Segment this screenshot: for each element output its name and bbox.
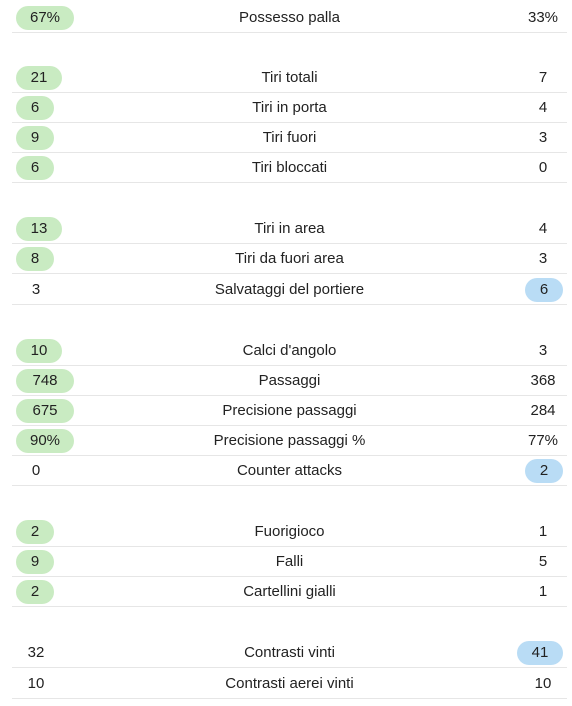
home-value: 8 xyxy=(16,247,54,271)
home-value: 9 xyxy=(16,126,54,150)
stat-row-yellow-cards: 2 Cartellini gialli 1 xyxy=(12,577,567,607)
home-value: 10 xyxy=(27,675,45,692)
stat-label: Precisione passaggi xyxy=(222,402,357,419)
home-value: 9 xyxy=(16,550,54,574)
stat-row-tackles-won: 32 Contrasti vinti 41 xyxy=(12,638,567,668)
stat-row-shots-in-box: 13 Tiri in area 4 xyxy=(12,214,567,244)
stat-label: Contrasti vinti xyxy=(244,644,335,661)
away-value: 6 xyxy=(525,278,563,302)
home-value: 2 xyxy=(16,520,54,544)
away-value: 3 xyxy=(538,129,548,146)
away-value: 1 xyxy=(538,523,548,540)
stat-row-accurate-passes: 675 Precisione passaggi 284 xyxy=(12,396,567,426)
stat-row-passes: 748 Passaggi 368 xyxy=(12,366,567,396)
home-value: 0 xyxy=(31,462,41,479)
away-value: 0 xyxy=(538,159,548,176)
away-value: 33% xyxy=(527,9,559,26)
away-value: 3 xyxy=(538,342,548,359)
away-value: 5 xyxy=(538,553,548,570)
stat-label: Counter attacks xyxy=(236,462,343,479)
away-value: 41 xyxy=(517,641,563,665)
away-value: 2 xyxy=(525,459,563,483)
home-value: 2 xyxy=(16,580,54,604)
home-value: 748 xyxy=(16,369,74,393)
stat-row-aerial-duels-won: 10 Contrasti aerei vinti 10 xyxy=(12,669,567,699)
home-value: 13 xyxy=(16,217,62,241)
stat-label: Passaggi xyxy=(258,372,321,389)
stat-row-possession: 67% Possesso palla 33% xyxy=(12,3,567,33)
stat-label: Tiri totali xyxy=(261,69,318,86)
away-value: 1 xyxy=(538,583,548,600)
stat-row-offsides: 2 Fuorigioco 1 xyxy=(12,517,567,547)
home-value: 32 xyxy=(27,644,45,661)
away-value: 77% xyxy=(527,432,559,449)
stat-label: Calci d'angolo xyxy=(242,342,337,359)
stat-label: Contrasti aerei vinti xyxy=(225,675,354,692)
away-value: 4 xyxy=(538,220,548,237)
stat-row-shots-on-target: 6 Tiri in porta 4 xyxy=(12,93,567,123)
stat-row-blocked-shots: 6 Tiri bloccati 0 xyxy=(12,153,567,183)
stat-label: Cartellini gialli xyxy=(243,583,336,600)
home-value: 6 xyxy=(16,96,54,120)
home-value: 10 xyxy=(16,339,62,363)
stat-row-fouls: 9 Falli 5 xyxy=(12,547,567,577)
away-value: 368 xyxy=(530,372,556,389)
home-value: 6 xyxy=(16,156,54,180)
stat-label: Tiri fuori xyxy=(262,129,317,146)
home-value: 675 xyxy=(16,399,74,423)
away-value: 4 xyxy=(538,99,548,116)
home-value: 90% xyxy=(16,429,74,453)
stat-row-total-shots: 21 Tiri totali 7 xyxy=(12,63,567,93)
away-value: 3 xyxy=(538,250,548,267)
stat-label: Salvataggi del portiere xyxy=(214,281,365,298)
stat-label: Possesso palla xyxy=(239,9,340,26)
stat-row-counter-attacks: 0 Counter attacks 2 xyxy=(12,456,567,486)
stat-row-shots-outside-box: 8 Tiri da fuori area 3 xyxy=(12,244,567,274)
away-value: 284 xyxy=(530,402,556,419)
stat-row-corners: 10 Calci d'angolo 3 xyxy=(12,336,567,366)
away-value: 10 xyxy=(534,675,552,692)
stat-label: Precisione passaggi % xyxy=(213,432,366,449)
home-value: 3 xyxy=(31,281,41,298)
stat-label: Falli xyxy=(275,553,304,570)
stat-label: Fuorigioco xyxy=(254,523,325,540)
stat-row-pass-accuracy-pct: 90% Precisione passaggi % 77% xyxy=(12,426,567,456)
stat-row-goalkeeper-saves: 3 Salvataggi del portiere 6 xyxy=(12,275,567,305)
away-value: 7 xyxy=(538,69,548,86)
stat-label: Tiri in area xyxy=(254,220,325,237)
stat-label: Tiri in porta xyxy=(252,99,327,116)
home-value: 21 xyxy=(16,66,62,90)
stat-label: Tiri da fuori area xyxy=(235,250,344,267)
stat-label: Tiri bloccati xyxy=(251,159,328,176)
stat-row-shots-off-target: 9 Tiri fuori 3 xyxy=(12,123,567,153)
home-value: 67% xyxy=(16,6,74,30)
